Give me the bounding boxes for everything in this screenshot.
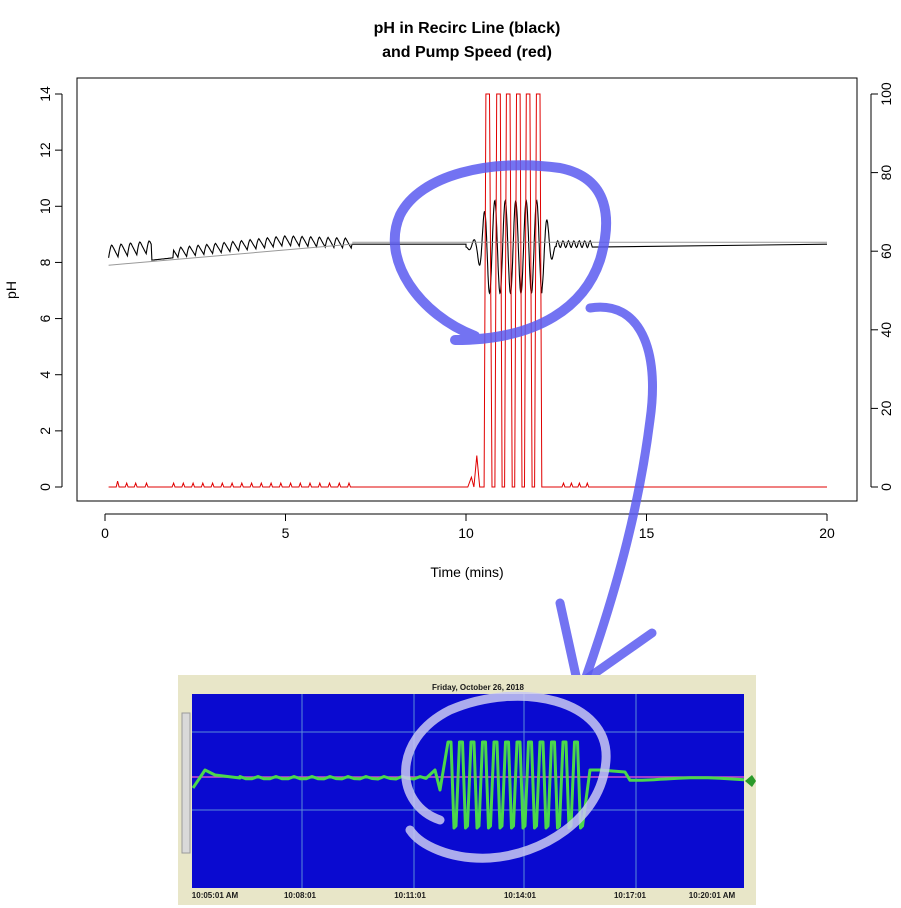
monitor-time-label: 10:14:01 [504,891,537,900]
monitor-time-label: 10:08:01 [284,891,317,900]
monitor-time-label: 10:20:01 AM [689,891,736,900]
x-axis-title: Time (mins) [430,564,503,580]
y-axis-title: pH [3,281,19,299]
monitor-highlight-circle-annotation [401,691,611,863]
x-tick-label: 5 [282,525,290,541]
y-tick-label: 12 [37,142,53,158]
y-tick-label: 2 [37,427,53,435]
highlight-circle-annotation [389,160,612,345]
y2-tick-label: 0 [878,483,894,491]
y-tick-label: 0 [37,483,53,491]
x-tick-label: 0 [101,525,109,541]
ph-series-line [108,199,828,295]
monitor-scrollbar [181,712,191,854]
x-tick-label: 10 [458,525,474,541]
y-tick-label: 6 [37,314,53,322]
y-tick-label: 14 [37,86,53,102]
ph-reference-line [108,243,353,266]
y-tick-label: 10 [37,198,53,214]
monitor-date-label: Friday, October 26, 2018 [432,683,524,692]
monitor-photo: Friday, October 26, 2018 10:05:01 AM 10:0… [178,675,756,905]
monitor-trace [191,740,745,830]
x-tick-label: 15 [639,525,655,541]
y-axis-left: 0 2 4 6 8 10 12 14 [37,86,63,491]
monitor-time-label: 10:05:01 AM [192,891,239,900]
plot-frame [76,77,858,502]
y2-tick-label: 20 [878,400,894,416]
y-tick-label: 4 [37,371,53,379]
monitor-time-label: 10:11:01 [394,891,426,900]
monitor-time-label: 10:17:01 [614,891,647,900]
y-axis-right: 0 20 40 60 80 100 [870,82,894,491]
y2-tick-label: 60 [878,243,894,259]
y2-tick-label: 80 [878,165,894,181]
monitor-time-labels: 10:05:01 AM 10:08:01 10:11:01 10:14:01 10:17… [192,891,736,900]
chart-title-line-1: pH in Recirc Line (black) [374,20,561,37]
monitor-marker [745,775,756,787]
y2-tick-label: 100 [878,82,894,106]
x-tick-label: 20 [819,525,835,541]
x-axis: 0 5 10 15 20 [101,513,835,541]
pump-speed-series-line [108,93,827,488]
chart-title-line-2: and Pump Speed (red) [382,44,552,61]
series-layer [108,93,828,488]
arrow-line-annotation [580,302,657,685]
y2-tick-label: 40 [878,322,894,338]
y-tick-label: 8 [37,258,53,266]
